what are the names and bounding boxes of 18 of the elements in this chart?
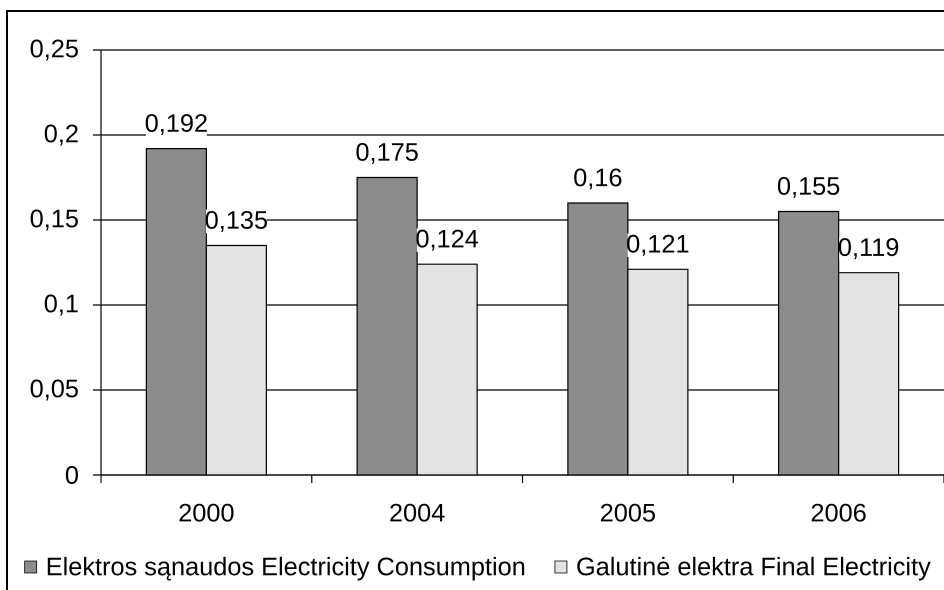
data-label: 0,155 — [778, 176, 840, 198]
data-label: 0,175 — [356, 142, 418, 164]
y-tick-label: 0,15 — [30, 210, 78, 230]
data-label: 0,124 — [416, 230, 478, 251]
x-tick-label: 2005 — [600, 504, 655, 522]
legend-label: Galutinė elektra Final Electricity — [577, 556, 931, 580]
x-tick-label: 2004 — [390, 504, 445, 522]
legend-label: Elektros sąnaudos Electricity Consumption — [48, 556, 524, 580]
y-tick-label: 0 — [66, 466, 78, 484]
x-tick-label: 2000 — [179, 504, 234, 522]
y-tick-label: 0,1 — [44, 294, 78, 316]
data-label: 0,119 — [838, 238, 898, 260]
data-label: 0,16 — [574, 168, 622, 190]
data-label: 0,192 — [146, 114, 207, 135]
x-tick-label: 2006 — [812, 504, 866, 522]
y-tick-label: 0,05 — [30, 380, 78, 400]
y-tick-label: 0,25 — [30, 40, 78, 60]
y-tick-label: 0,2 — [44, 124, 78, 146]
